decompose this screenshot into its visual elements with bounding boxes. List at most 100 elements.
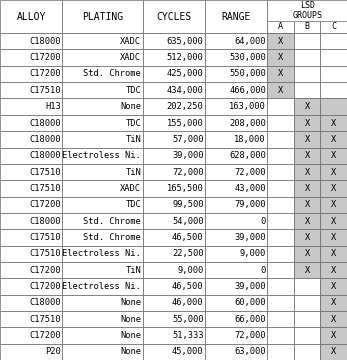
Text: TDC: TDC [125, 118, 141, 127]
Bar [294, 49, 320, 66]
Bar [205, 294, 267, 311]
Bar [0, 115, 62, 131]
Bar [294, 197, 320, 213]
Text: C17200: C17200 [29, 53, 61, 62]
Bar [205, 49, 267, 66]
Bar [320, 278, 347, 294]
Text: X: X [305, 118, 310, 127]
Text: 57,000: 57,000 [172, 135, 204, 144]
Bar [267, 180, 294, 197]
Text: 79,000: 79,000 [235, 200, 266, 209]
Text: C17200: C17200 [29, 331, 61, 340]
Bar [62, 131, 143, 148]
Text: TDC: TDC [125, 86, 141, 95]
Text: 45,000: 45,000 [172, 347, 204, 356]
Bar [0, 229, 62, 246]
Bar [267, 213, 294, 229]
Bar [62, 213, 143, 229]
Text: X: X [331, 298, 336, 307]
Bar [143, 197, 205, 213]
Text: X: X [331, 151, 336, 160]
Text: PLATING: PLATING [82, 12, 123, 22]
Text: C17200: C17200 [29, 266, 61, 275]
Text: X: X [305, 217, 310, 226]
Bar [294, 115, 320, 131]
Text: 628,000: 628,000 [229, 151, 266, 160]
Bar [205, 99, 267, 115]
Text: 425,000: 425,000 [167, 69, 204, 78]
Text: 46,000: 46,000 [172, 298, 204, 307]
Bar [205, 33, 267, 49]
Bar [0, 99, 62, 115]
Bar [62, 66, 143, 82]
Bar [205, 180, 267, 197]
Bar [294, 278, 320, 294]
Bar [143, 180, 205, 197]
Bar [62, 115, 143, 131]
Bar [294, 327, 320, 344]
Text: 635,000: 635,000 [167, 37, 204, 46]
Bar [205, 246, 267, 262]
Bar [267, 99, 294, 115]
Text: 64,000: 64,000 [235, 37, 266, 46]
Bar [267, 49, 294, 66]
Bar [320, 262, 347, 278]
Bar [62, 294, 143, 311]
Text: CYCLES: CYCLES [156, 12, 191, 22]
Bar [205, 82, 267, 99]
Bar [294, 311, 320, 327]
Text: X: X [305, 249, 310, 258]
Text: X: X [305, 200, 310, 209]
Bar [62, 344, 143, 360]
Bar [267, 311, 294, 327]
Bar [62, 327, 143, 344]
Bar [0, 246, 62, 262]
Bar [267, 82, 294, 99]
Text: None: None [120, 315, 141, 324]
Text: X: X [278, 86, 283, 95]
Bar [267, 164, 294, 180]
Bar [143, 294, 205, 311]
Text: H13: H13 [45, 102, 61, 111]
Bar [0, 131, 62, 148]
Bar [0, 148, 62, 164]
Bar [0, 262, 62, 278]
Bar [294, 66, 320, 82]
Text: C17510: C17510 [29, 167, 61, 176]
Bar [294, 82, 320, 99]
Text: C17200: C17200 [29, 200, 61, 209]
Text: 72,000: 72,000 [235, 331, 266, 340]
Bar [0, 33, 62, 49]
Bar [62, 311, 143, 327]
Text: 66,000: 66,000 [235, 315, 266, 324]
Text: None: None [120, 331, 141, 340]
Bar [267, 229, 294, 246]
Text: X: X [331, 266, 336, 275]
Text: X: X [331, 118, 336, 127]
Bar [205, 115, 267, 131]
Bar [320, 66, 347, 82]
Text: 466,000: 466,000 [229, 86, 266, 95]
Bar [0, 180, 62, 197]
Text: B: B [305, 22, 310, 31]
Text: 202,250: 202,250 [167, 102, 204, 111]
Bar [267, 131, 294, 148]
Bar [62, 278, 143, 294]
Text: X: X [305, 233, 310, 242]
Bar [320, 164, 347, 180]
Text: C17200: C17200 [29, 69, 61, 78]
Bar [267, 262, 294, 278]
Bar [267, 66, 294, 82]
Text: C17510: C17510 [29, 315, 61, 324]
Bar [0, 66, 62, 82]
Bar [143, 246, 205, 262]
Bar [62, 49, 143, 66]
Text: 43,000: 43,000 [235, 184, 266, 193]
Text: X: X [331, 249, 336, 258]
Bar [62, 246, 143, 262]
Bar [205, 66, 267, 82]
Text: 208,000: 208,000 [229, 118, 266, 127]
Bar [267, 278, 294, 294]
Text: None: None [120, 102, 141, 111]
Text: ALLOY: ALLOY [17, 12, 46, 22]
